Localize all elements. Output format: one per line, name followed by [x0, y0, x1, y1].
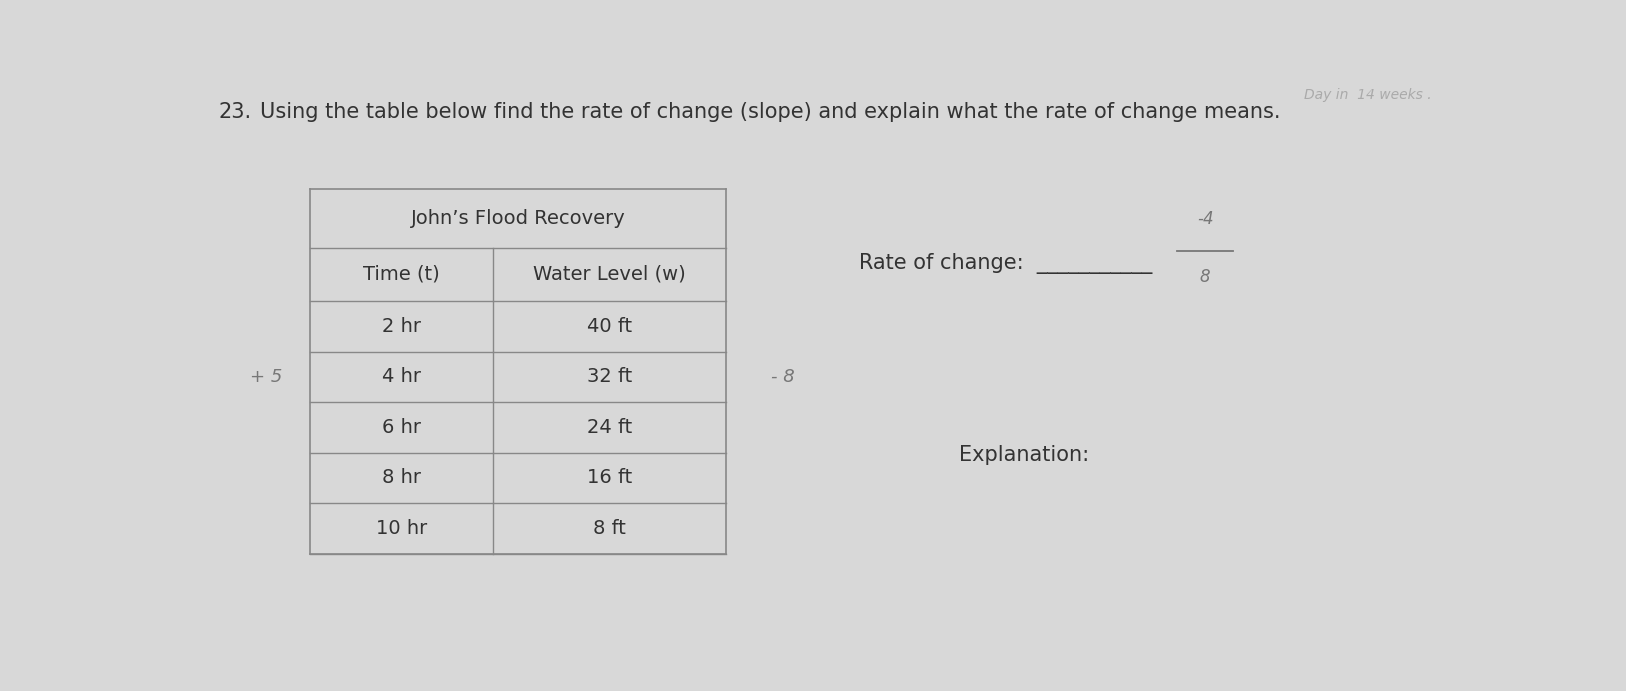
Text: Day in  14 weeks .: Day in 14 weeks . [1304, 88, 1433, 102]
Text: 8: 8 [1200, 268, 1210, 286]
Text: 2 hr: 2 hr [382, 317, 421, 336]
Text: John’s Flood Recovery: John’s Flood Recovery [411, 209, 626, 228]
Text: Rate of change:  ___________: Rate of change: ___________ [859, 254, 1151, 274]
Text: 16 ft: 16 ft [587, 468, 633, 487]
Text: Explanation:: Explanation: [959, 446, 1089, 465]
Text: + 5: + 5 [250, 368, 283, 386]
Text: 24 ft: 24 ft [587, 418, 633, 437]
Text: 23.: 23. [218, 102, 252, 122]
Text: 8 hr: 8 hr [382, 468, 421, 487]
Text: 6 hr: 6 hr [382, 418, 421, 437]
Text: Water Level (w): Water Level (w) [533, 265, 686, 284]
Text: -4: -4 [1197, 209, 1213, 227]
Text: 8 ft: 8 ft [593, 519, 626, 538]
Text: 10 hr: 10 hr [376, 519, 428, 538]
Text: 32 ft: 32 ft [587, 368, 633, 386]
Text: 4 hr: 4 hr [382, 368, 421, 386]
Text: 40 ft: 40 ft [587, 317, 633, 336]
Text: Time (t): Time (t) [364, 265, 441, 284]
Text: - 8: - 8 [771, 368, 795, 386]
Text: Using the table below find the rate of change (slope) and explain what the rate : Using the table below find the rate of c… [260, 102, 1280, 122]
